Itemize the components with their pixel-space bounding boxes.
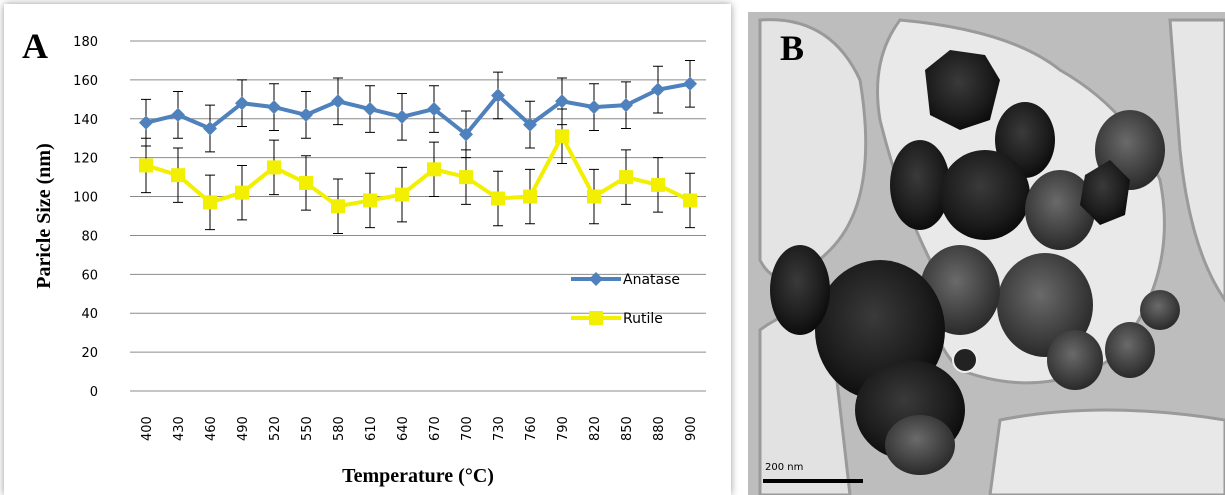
point bbox=[555, 94, 569, 109]
point bbox=[171, 168, 185, 183]
y-tick-label: 140 bbox=[73, 113, 98, 128]
panel-label: A bbox=[22, 26, 48, 66]
point bbox=[619, 170, 633, 185]
y-axis-label: Paricle Size (nm) bbox=[33, 143, 55, 289]
x-tick-label: 760 bbox=[524, 416, 539, 441]
y-tick-label: 20 bbox=[81, 346, 98, 361]
point bbox=[299, 175, 313, 190]
point bbox=[363, 102, 377, 117]
legend-label: Anatase bbox=[623, 272, 680, 288]
point bbox=[203, 121, 217, 136]
point bbox=[235, 185, 249, 200]
x-tick-label: 460 bbox=[204, 416, 219, 441]
panel-label: B bbox=[780, 28, 804, 68]
point bbox=[523, 189, 537, 204]
y-tick-label: 160 bbox=[73, 74, 98, 89]
scale-bar-label: 200 nm bbox=[765, 462, 803, 473]
point bbox=[267, 100, 281, 115]
point bbox=[555, 129, 569, 144]
y-tick-label: 120 bbox=[73, 152, 98, 167]
x-tick-label: 730 bbox=[492, 416, 507, 441]
point bbox=[491, 88, 505, 103]
point bbox=[299, 107, 313, 122]
point bbox=[683, 193, 697, 208]
point bbox=[235, 96, 249, 111]
point bbox=[171, 107, 185, 122]
point bbox=[203, 195, 217, 210]
x-tick-label: 640 bbox=[396, 416, 411, 441]
point bbox=[427, 102, 441, 117]
point bbox=[363, 193, 377, 208]
point bbox=[651, 82, 665, 97]
point bbox=[139, 158, 153, 173]
x-tick-label: 850 bbox=[620, 416, 635, 441]
x-tick-label: 580 bbox=[332, 416, 347, 441]
x-tick-label: 700 bbox=[460, 416, 475, 441]
x-tick-label: 670 bbox=[428, 416, 443, 441]
point bbox=[427, 162, 441, 177]
x-tick-label: 550 bbox=[300, 416, 315, 441]
legend-label: Rutile bbox=[623, 311, 663, 327]
x-axis-label: Temperature (°C) bbox=[342, 465, 494, 487]
y-tick-label: 180 bbox=[73, 35, 98, 50]
y-tick-label: 80 bbox=[81, 229, 98, 244]
x-tick-label: 490 bbox=[236, 416, 251, 441]
y-tick-label: 100 bbox=[73, 191, 98, 206]
point bbox=[331, 199, 345, 214]
x-tick-label: 610 bbox=[364, 416, 379, 441]
point bbox=[651, 177, 665, 192]
x-tick-label: 400 bbox=[140, 416, 155, 441]
point bbox=[459, 127, 473, 142]
point bbox=[395, 187, 409, 202]
point bbox=[619, 98, 633, 113]
point bbox=[491, 191, 505, 206]
micrograph: 200 nm B bbox=[748, 12, 1225, 495]
y-tick-label: 60 bbox=[81, 268, 98, 283]
x-tick-label: 820 bbox=[588, 416, 603, 441]
point bbox=[589, 272, 603, 286]
y-tick-label: 0 bbox=[90, 385, 98, 400]
point bbox=[587, 100, 601, 115]
x-tick-label: 880 bbox=[652, 416, 667, 441]
point bbox=[331, 94, 345, 109]
point bbox=[587, 189, 601, 204]
point bbox=[523, 117, 537, 132]
point bbox=[683, 76, 697, 91]
y-tick-label: 40 bbox=[81, 307, 98, 322]
x-tick-label: 790 bbox=[556, 416, 571, 441]
point bbox=[139, 115, 153, 130]
point bbox=[589, 311, 603, 325]
point bbox=[267, 160, 281, 175]
x-tick-label: 520 bbox=[268, 416, 283, 441]
point bbox=[395, 109, 409, 124]
x-tick-label: 900 bbox=[684, 416, 699, 441]
point bbox=[459, 170, 473, 185]
x-tick-label: 430 bbox=[172, 416, 187, 441]
